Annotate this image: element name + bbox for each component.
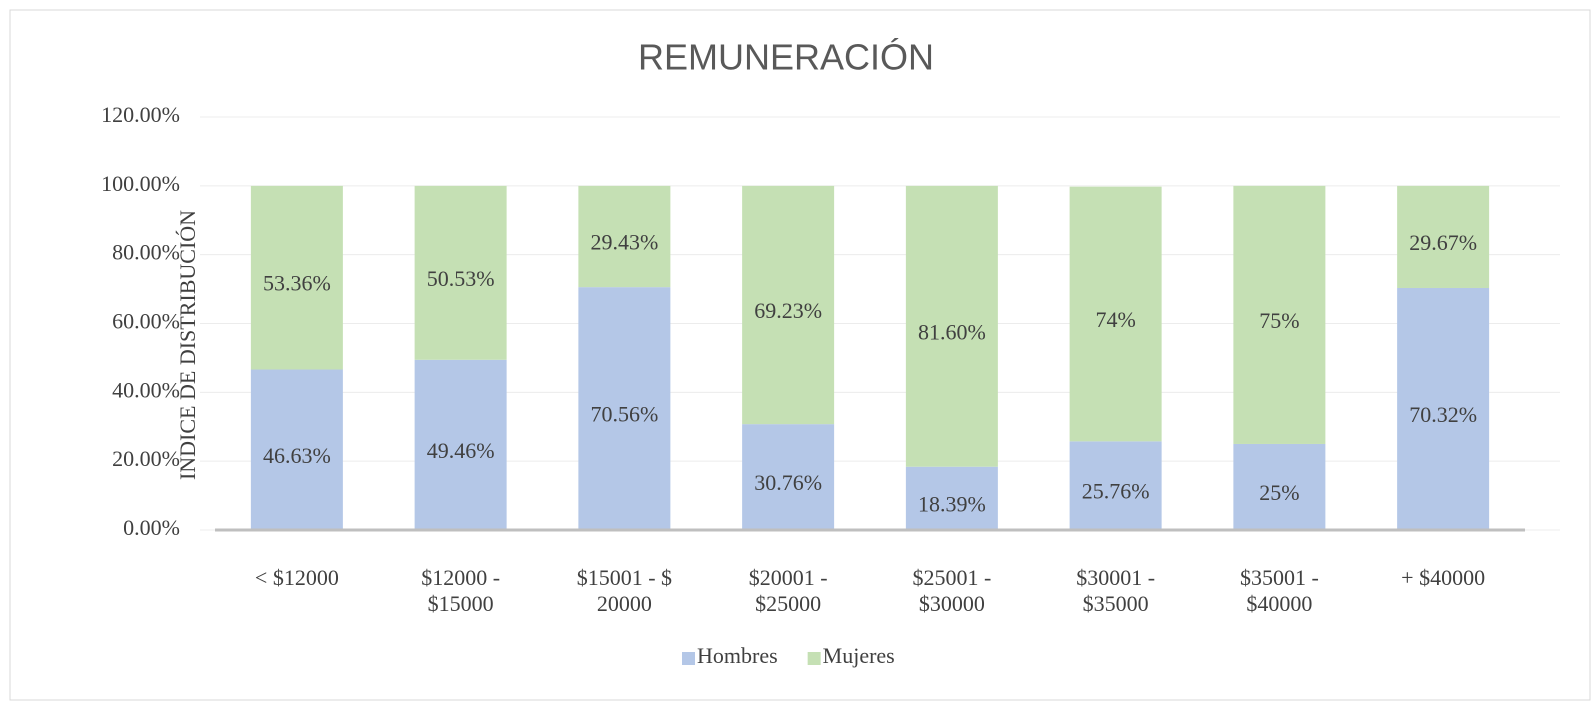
x-tick-label: $30001 - $35000 <box>1076 565 1156 616</box>
x-tick-label: $15001 - $ 20000 <box>576 565 673 616</box>
bar-segment <box>1233 185 1326 444</box>
y-tick-label: 60.00% <box>112 309 180 334</box>
y-tick-label: 100.00% <box>101 171 180 196</box>
data-label: 25% <box>1259 480 1299 505</box>
data-label: 74% <box>1095 307 1135 332</box>
bar-segment <box>250 369 343 530</box>
x-tick-label: + $40000 <box>1401 565 1486 590</box>
chart-title: REMUNERACIÓN <box>638 37 934 78</box>
data-label: 81.60% <box>918 319 986 344</box>
legend-label: Mujeres <box>823 643 895 668</box>
bar-segment <box>1069 186 1162 442</box>
y-tick-label: 0.00% <box>123 515 180 540</box>
data-label: 70.56% <box>590 402 658 427</box>
data-label: 50.53% <box>427 266 495 291</box>
bar-segment <box>578 185 671 288</box>
y-axis-label: INDICE DE DISTRIBUCIÓN <box>175 210 200 480</box>
x-tick-label: $12000 - $15000 <box>421 565 501 616</box>
legend-label: Hombres <box>697 643 778 668</box>
bar-segment <box>250 185 343 370</box>
bar-segment <box>905 466 998 530</box>
x-tick-label: < $12000 <box>254 565 339 590</box>
x-tick-label: $25001 - $30000 <box>912 565 992 616</box>
data-label: 53.36% <box>263 271 331 296</box>
data-label: 30.76% <box>754 470 822 495</box>
data-label: 70.32% <box>1409 402 1477 427</box>
data-label: 69.23% <box>754 298 822 323</box>
bar-segment <box>1233 443 1326 530</box>
data-label: 29.67% <box>1409 230 1477 255</box>
data-label: 18.39% <box>918 491 986 516</box>
bar-segment <box>742 424 835 530</box>
y-tick-label: 120.00% <box>101 102 180 127</box>
data-label: 49.46% <box>427 438 495 463</box>
bar-segment <box>578 287 671 530</box>
legend-swatch <box>807 652 821 665</box>
data-label: 29.43% <box>590 230 658 255</box>
x-tick-label: $20001 - $25000 <box>748 565 828 616</box>
data-label: 75% <box>1259 308 1299 333</box>
bar-segment <box>742 185 835 425</box>
bar-segment <box>414 185 507 360</box>
data-label: 25.76% <box>1082 479 1150 504</box>
bar-segment <box>414 359 507 530</box>
bar-segment <box>1069 441 1162 530</box>
y-tick-label: 80.00% <box>112 240 180 265</box>
bar-segment <box>1397 185 1490 288</box>
legend-swatch <box>682 652 695 665</box>
y-tick-label: 20.00% <box>112 446 180 471</box>
y-tick-label: 40.00% <box>112 377 180 402</box>
bar-segment <box>1397 287 1490 530</box>
bar-segment <box>905 185 998 467</box>
data-label: 46.63% <box>263 443 331 468</box>
x-tick-label: $35001 - $40000 <box>1239 565 1319 616</box>
